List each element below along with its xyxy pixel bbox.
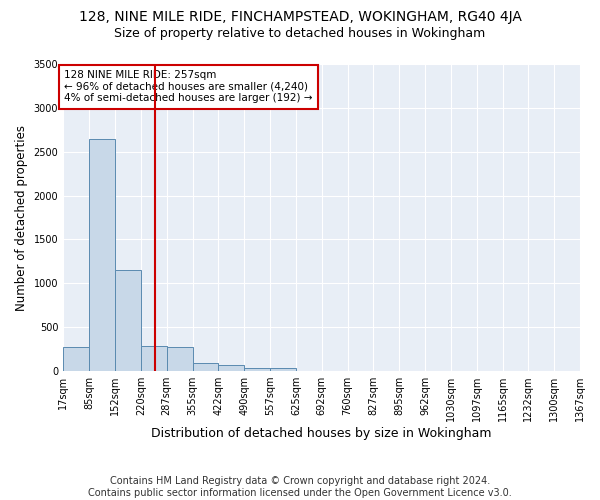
Bar: [193, 363, 218, 371]
Text: 128 NINE MILE RIDE: 257sqm
← 96% of detached houses are smaller (4,240)
4% of se: 128 NINE MILE RIDE: 257sqm ← 96% of deta…: [64, 70, 313, 103]
Bar: [115, 270, 141, 371]
Bar: [218, 366, 244, 371]
X-axis label: Distribution of detached houses by size in Wokingham: Distribution of detached houses by size …: [151, 427, 492, 440]
Bar: [270, 368, 296, 371]
Bar: [63, 348, 89, 371]
Bar: [141, 346, 167, 371]
Bar: [167, 346, 193, 371]
Bar: [89, 138, 115, 371]
Text: 128, NINE MILE RIDE, FINCHAMPSTEAD, WOKINGHAM, RG40 4JA: 128, NINE MILE RIDE, FINCHAMPSTEAD, WOKI…: [79, 10, 521, 24]
Text: Contains HM Land Registry data © Crown copyright and database right 2024.
Contai: Contains HM Land Registry data © Crown c…: [88, 476, 512, 498]
Bar: [244, 368, 270, 371]
Text: Size of property relative to detached houses in Wokingham: Size of property relative to detached ho…: [115, 28, 485, 40]
Y-axis label: Number of detached properties: Number of detached properties: [15, 124, 28, 310]
